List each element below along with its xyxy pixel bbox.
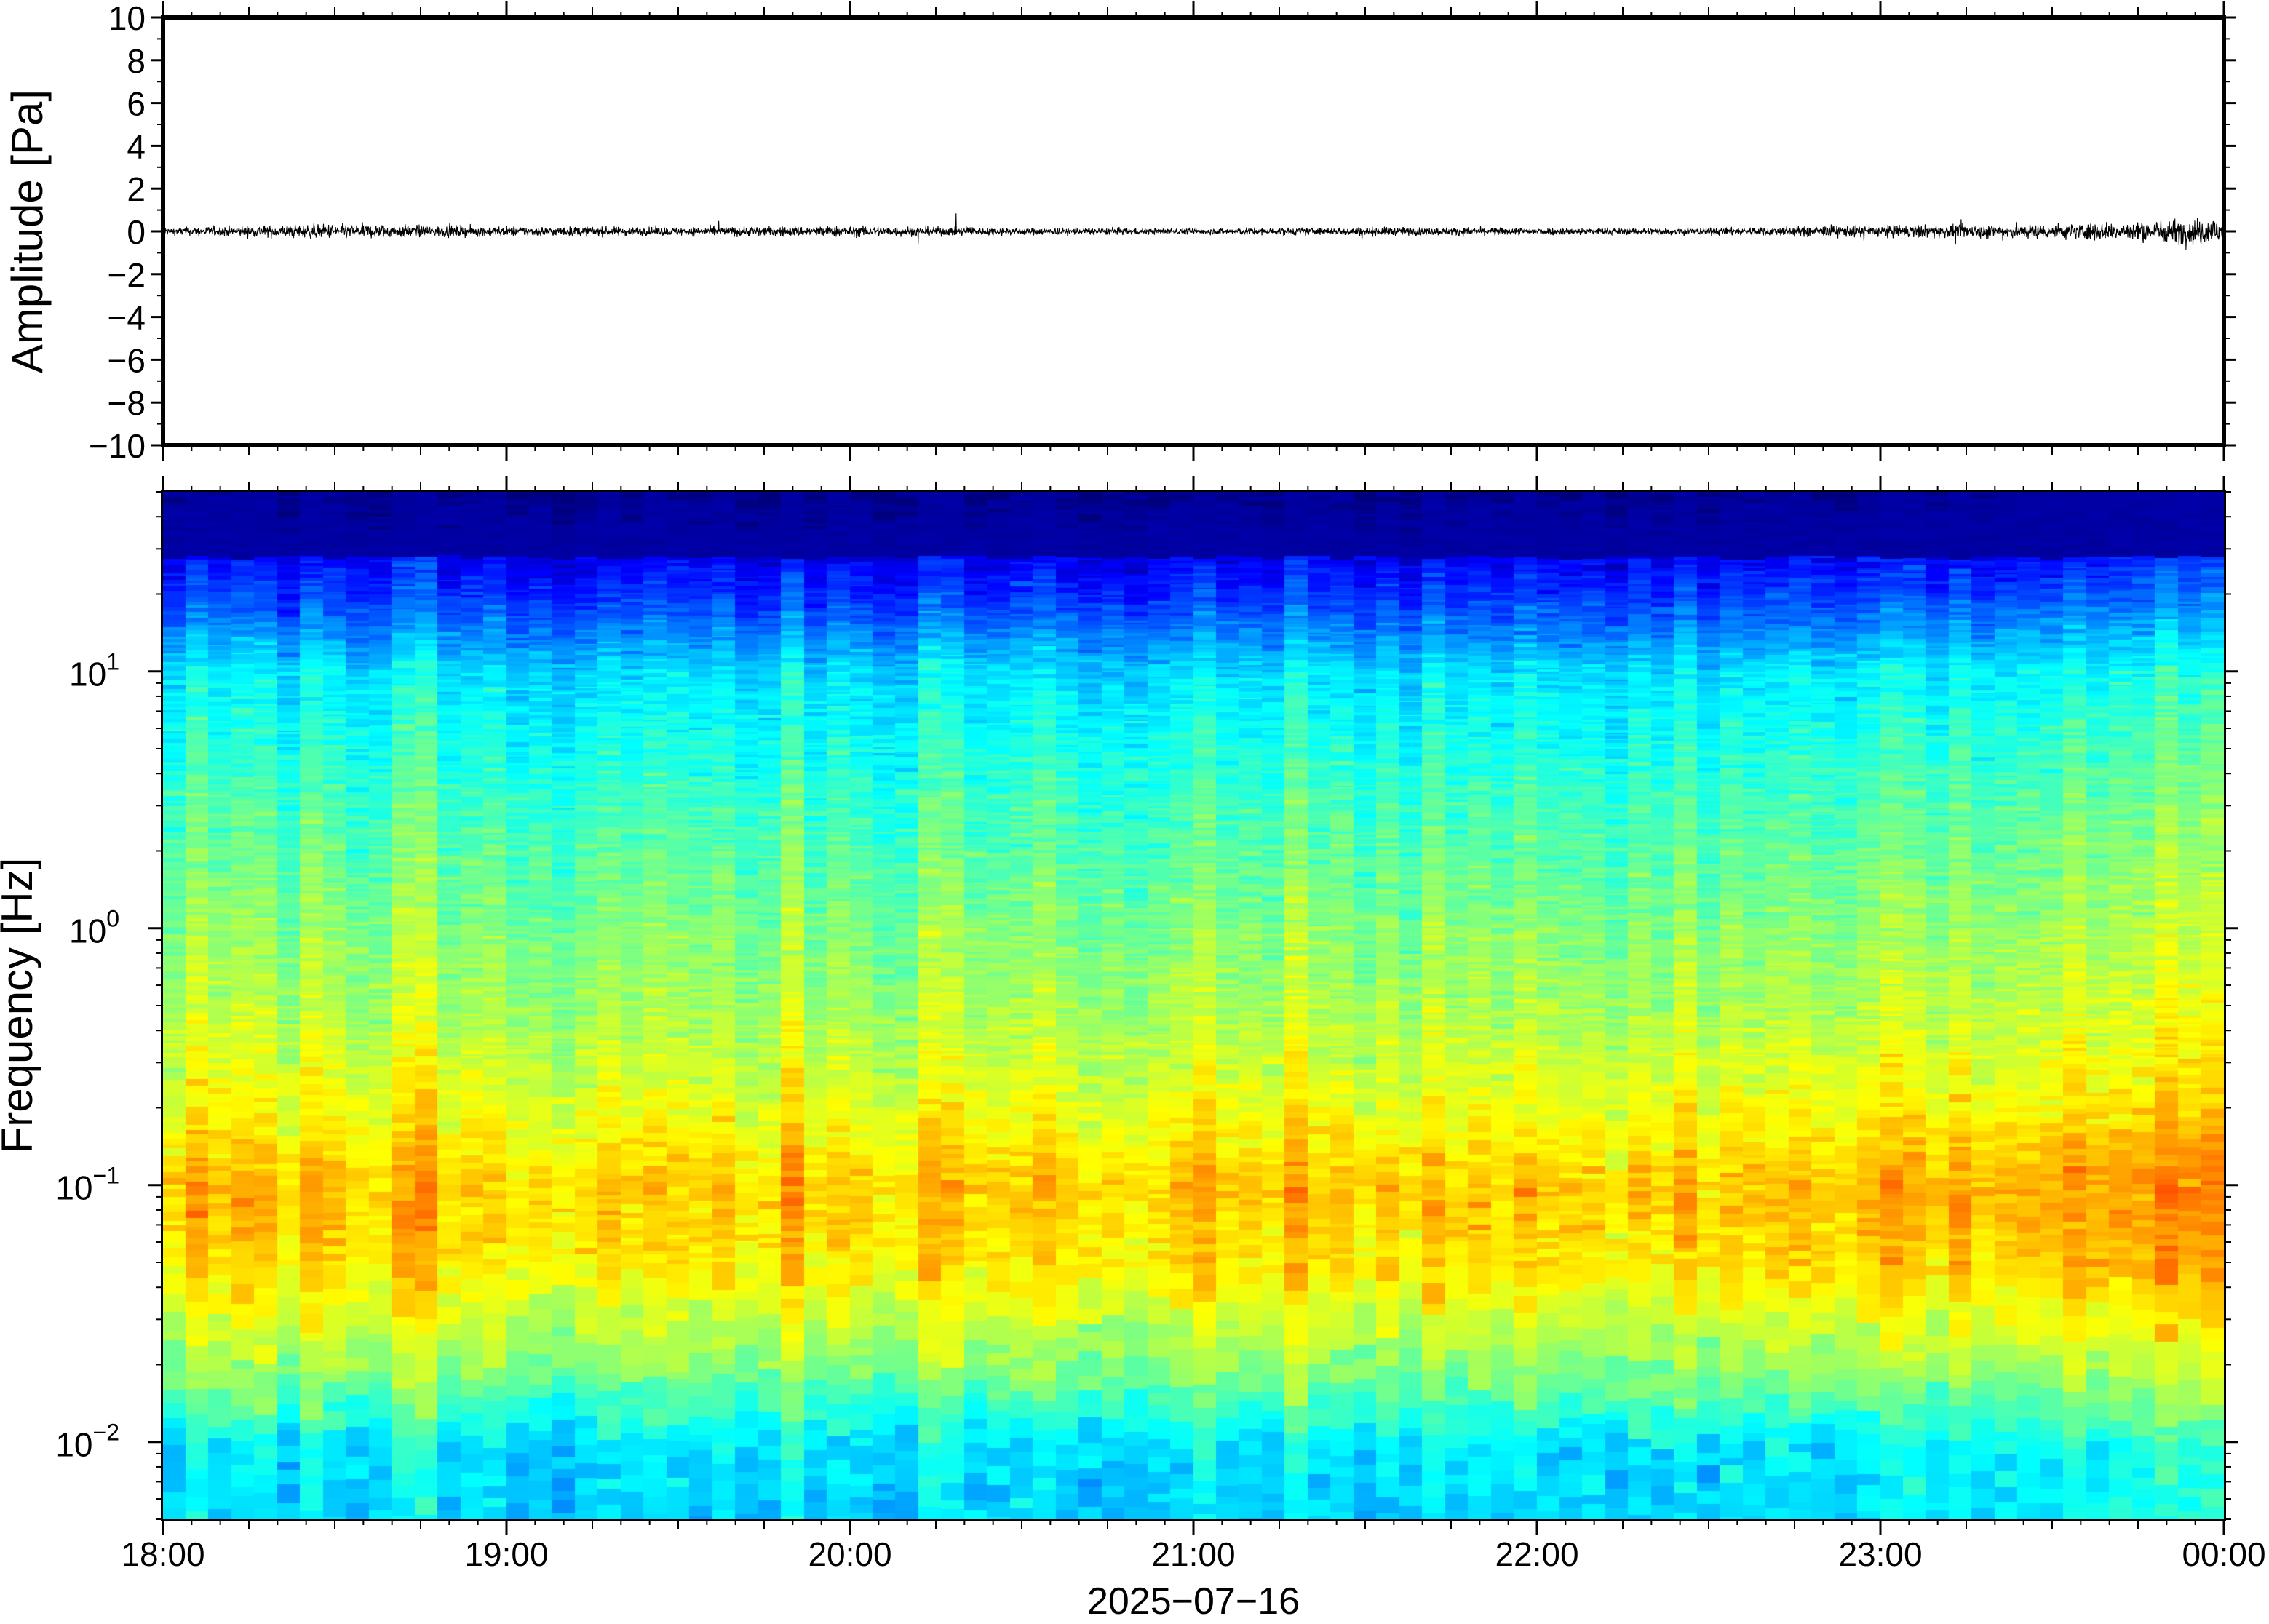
frequency-tick-label: 10−1 (55, 1163, 119, 1207)
waveform-panel: −10 −8 −6 −4 −2 0 2 4 6 8 10 Amplitude [Pa] (3, 0, 2236, 465)
time-tick-label: 22:00 (1495, 1535, 1578, 1573)
waveform-y-ticks: −10 −8 −6 −4 −2 0 2 4 6 8 10 (89, 0, 2236, 465)
time-tick-label: 20:00 (808, 1535, 891, 1573)
spectrogram-x-axis-label: 2025−07−16 (1087, 1580, 1300, 1623)
spectrogram-y-ticks: 10−2 10−1 100 101 (55, 491, 2238, 1520)
waveform-y-tick-label: 2 (127, 170, 146, 208)
time-tick-label: 23:00 (1838, 1535, 1922, 1573)
frequency-tick-label: 100 (69, 906, 119, 950)
waveform-y-tick-label: 4 (127, 127, 146, 165)
spectrogram-image (163, 492, 2224, 1519)
time-tick-label: 19:00 (464, 1535, 548, 1573)
waveform-y-tick-label: −10 (89, 427, 146, 465)
frequency-tick-label: 10−2 (55, 1420, 119, 1464)
waveform-y-axis-label: Amplitude [Pa] (3, 89, 52, 373)
waveform-y-tick-label: −2 (108, 256, 146, 294)
waveform-y-tick-label: 10 (108, 0, 146, 37)
frequency-tick-label: 101 (69, 649, 119, 693)
waveform-x-ticks (162, 1, 2225, 461)
time-tick-label: 00:00 (2182, 1535, 2265, 1573)
spectrogram-y-axis-label: Frequency [Hz] (0, 858, 41, 1154)
waveform-y-tick-label: −4 (108, 299, 146, 337)
spectrogram-x-ticks: 18:00 19:00 20:00 21:00 22:00 23:00 00:00 (121, 476, 2266, 1573)
waveform-y-tick-label: −6 (108, 341, 146, 379)
time-tick-label: 18:00 (121, 1535, 204, 1573)
waveform-y-tick-label: 0 (127, 213, 146, 251)
waveform-y-tick-label: 8 (127, 42, 146, 80)
waveform-line (162, 213, 2225, 250)
waveform-y-tick-label: 6 (127, 85, 146, 123)
waveform-y-tick-label: −8 (108, 384, 146, 422)
time-tick-label: 21:00 (1151, 1535, 1235, 1573)
